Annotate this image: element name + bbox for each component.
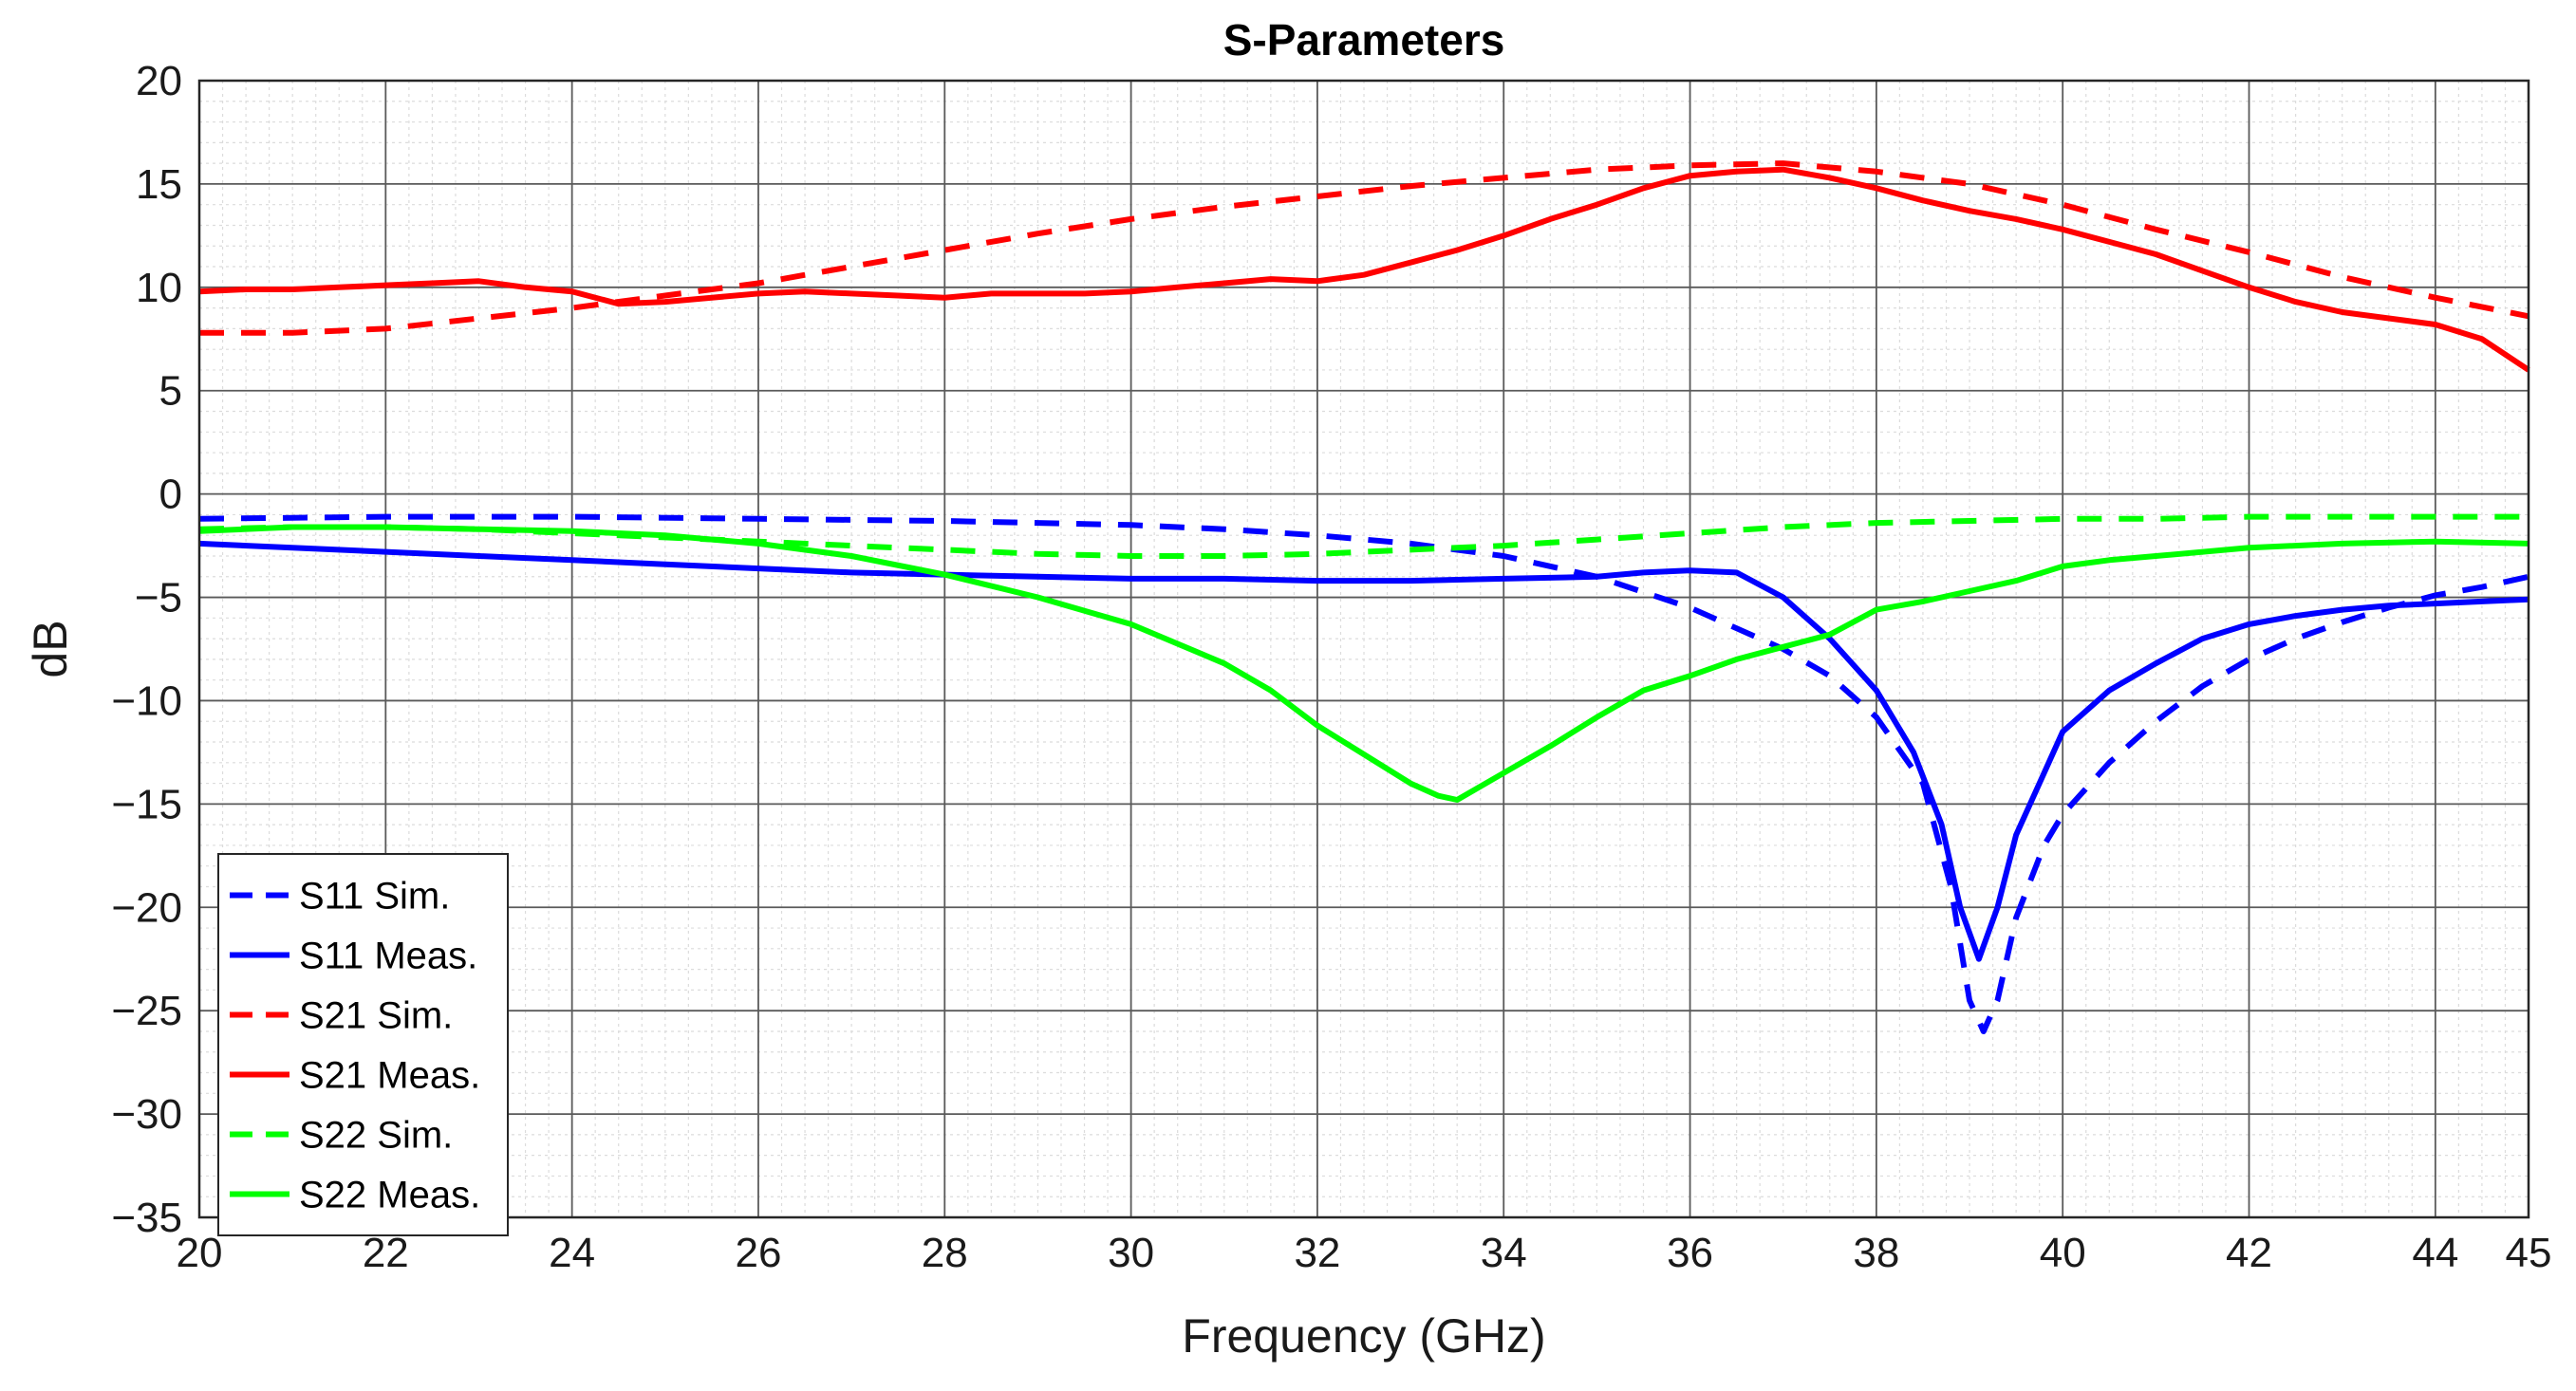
y-tick-label: −25 (111, 988, 182, 1034)
x-tick-label: 24 (549, 1230, 595, 1276)
y-tick-label: 5 (159, 368, 182, 415)
x-tick-label: 40 (2040, 1230, 2086, 1276)
x-tick-label: 44 (2412, 1230, 2458, 1276)
y-tick-label: −35 (111, 1195, 182, 1241)
y-tick-label: −5 (135, 575, 182, 621)
x-tick-label: 20 (177, 1230, 223, 1276)
x-tick-label: 38 (1853, 1230, 1899, 1276)
y-tick-label: −15 (111, 781, 182, 827)
series-s21-meas (198, 166, 2530, 373)
x-tick-label: 36 (1667, 1230, 1713, 1276)
legend-label: S22 Sim. (299, 1115, 453, 1157)
y-axis-ticks: −35 −30 −25 −20 −15 −10 −5 0 5 10 15 20 (111, 58, 182, 1241)
plot-border (197, 79, 2530, 1219)
plot-background (199, 81, 2529, 1217)
x-tick-label: 26 (735, 1230, 781, 1276)
y-tick-label: 0 (159, 472, 182, 518)
x-tick-label: 32 (1294, 1230, 1340, 1276)
y-tick-label: 10 (136, 265, 182, 311)
y-tick-label: −20 (111, 884, 182, 931)
legend-label: S11 Sim. (299, 876, 450, 918)
series-layer (198, 160, 2530, 1034)
legend-label: S21 Meas. (299, 1055, 480, 1097)
x-tick-label: 28 (922, 1230, 968, 1276)
y-tick-label: −10 (111, 677, 182, 724)
x-tick-label: 30 (1108, 1230, 1154, 1276)
legend-box (217, 853, 509, 1236)
y-axis-label: dB (24, 620, 77, 677)
series-s22-meas (198, 524, 2529, 803)
x-tick-label: 34 (1481, 1230, 1527, 1276)
x-tick-label: 22 (363, 1230, 409, 1276)
legend-label: S11 Meas. (299, 936, 477, 977)
x-axis-label: Frequency (GHz) (1182, 1309, 1545, 1363)
series-s21-sim (199, 160, 2529, 336)
plot-area (199, 81, 2529, 1217)
plot-frame (197, 79, 2530, 1219)
y-tick-label: 15 (136, 161, 182, 208)
chart-title: S-Parameters (1223, 15, 1505, 65)
y-tick-label: −30 (111, 1091, 182, 1138)
legend-label: S21 Sim. (299, 995, 453, 1037)
x-axis-ticks: 20 22 24 26 28 30 32 34 36 38 40 42 44 45 (177, 1230, 2552, 1276)
y-tick-label: 20 (136, 58, 182, 104)
series-s11-sim (198, 513, 2529, 1034)
legend: S11 Sim. S11 Meas. S21 Sim. S21 Meas. S22 Si… (217, 853, 509, 1236)
legend-label: S22 Meas. (299, 1175, 480, 1216)
x-tick-label: 45 (2506, 1230, 2552, 1276)
series-s11-meas (198, 540, 2529, 962)
x-tick-label: 42 (2226, 1230, 2272, 1276)
